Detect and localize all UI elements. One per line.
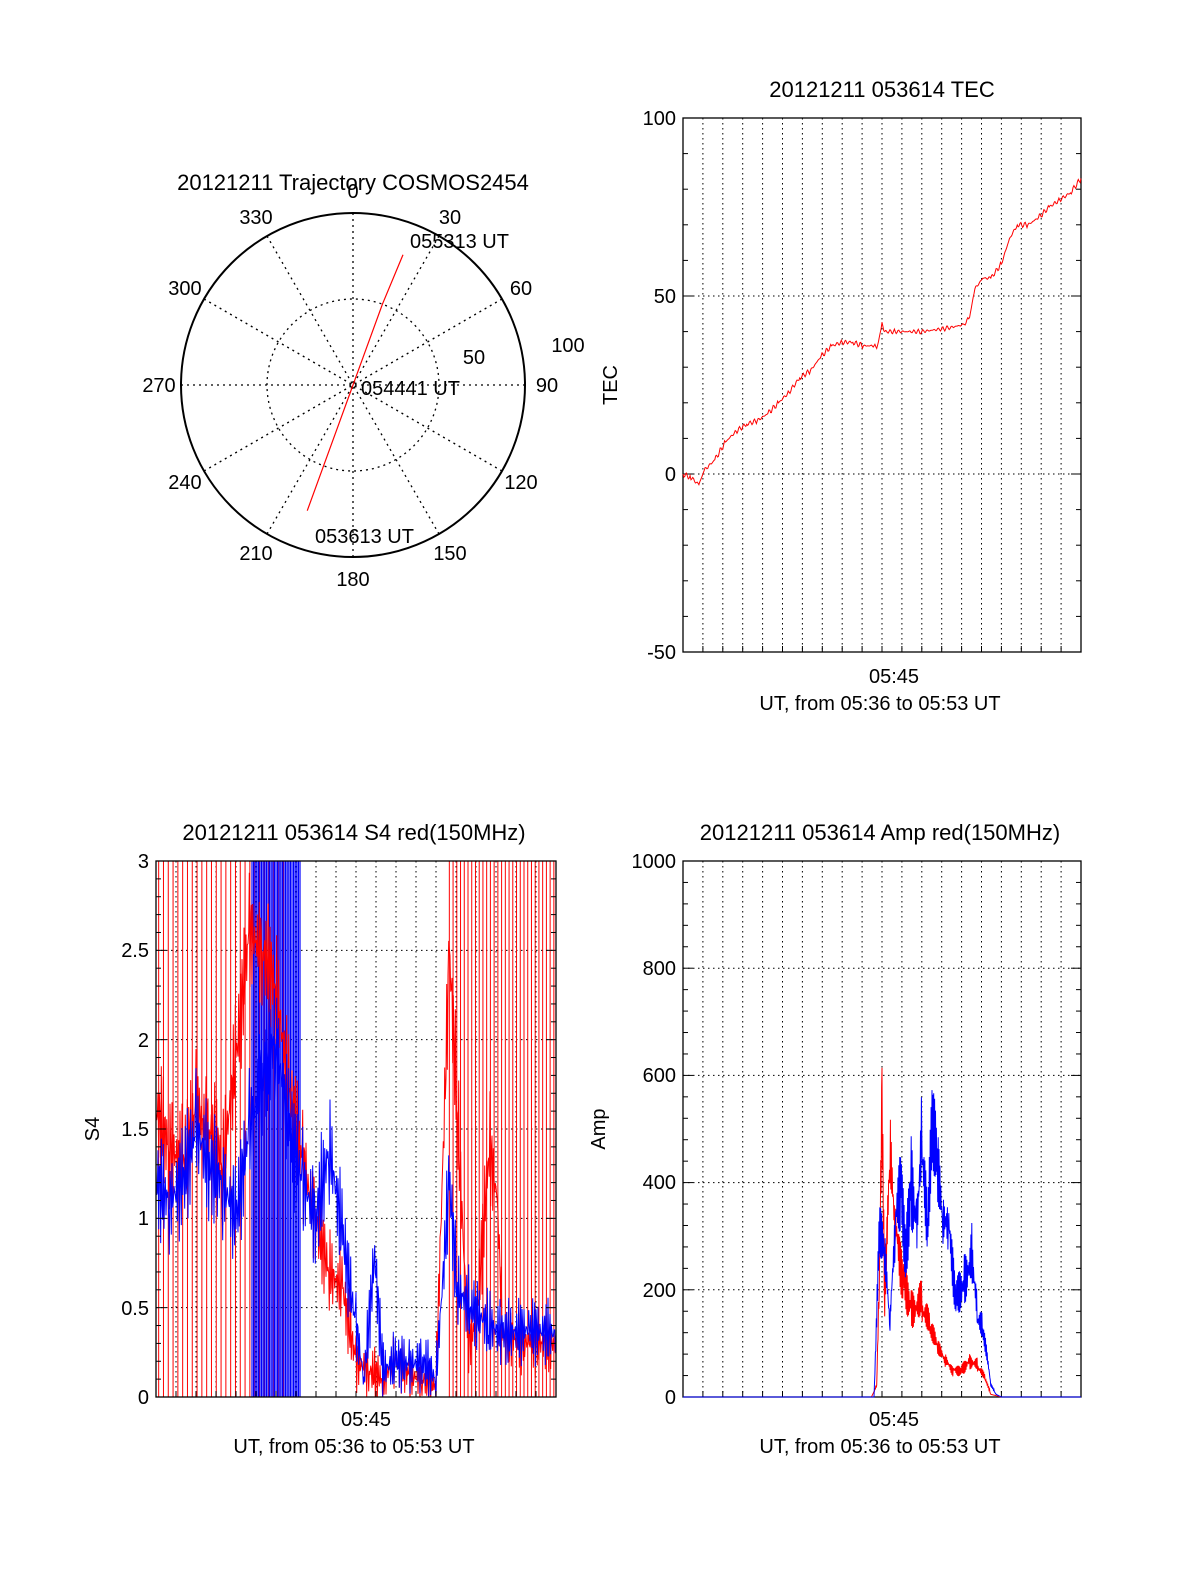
polar-angle-label-60: 60: [510, 278, 532, 300]
s4-ticks: [156, 860, 556, 1398]
s4-ytick-1.5: 1.5: [121, 1119, 149, 1141]
polar-angle-label-300: 300: [168, 278, 201, 300]
polar-angle-label-180: 180: [336, 569, 369, 591]
polar-chart: 20121211 Trajectory COSMOS2454 0 30 60 90 12…: [142, 170, 584, 591]
s4-xtick-label: 05:45: [341, 1409, 391, 1431]
polar-radius-label-50: 50: [463, 347, 485, 369]
tec-grid: [683, 118, 1081, 652]
polar-title: 20121211 Trajectory COSMOS2454: [177, 170, 529, 195]
trajectory-end-label: 055313 UT: [410, 231, 509, 253]
s4-series-1: [156, 997, 556, 1397]
polar-angle-label-270: 270: [142, 375, 175, 397]
amp-ytick-400: 400: [643, 1172, 676, 1194]
tec-ytick-neg50: -50: [647, 642, 676, 664]
tec-ytick-100: 100: [643, 108, 676, 130]
amp-series: [683, 1067, 1081, 1398]
trajectory-line: [306, 254, 404, 511]
trajectory-middle-label: 054441 UT: [361, 378, 460, 400]
s4-title: 20121211 053614 S4 red(150MHz): [182, 820, 525, 845]
amp-xtick-label: 05:45: [869, 1409, 919, 1431]
s4-xlabel: UT, from 05:36 to 05:53 UT: [233, 1436, 474, 1458]
amp-ytick-800: 800: [643, 958, 676, 980]
polar-angle-label-120: 120: [504, 472, 537, 494]
s4-series: [156, 861, 556, 1397]
tec-ytick-0: 0: [665, 464, 676, 486]
polar-angle-label-0: 0: [347, 181, 358, 203]
polar-angle-label-210: 210: [239, 543, 272, 565]
tec-xlabel: UT, from 05:36 to 05:53 UT: [759, 693, 1000, 715]
polar-angle-label-90: 90: [536, 375, 558, 397]
amp-grid: [683, 861, 1081, 1397]
s4-ylabel: S4: [82, 1117, 104, 1141]
s4-ytick-2: 2: [138, 1030, 149, 1052]
polar-angle-label-30: 30: [439, 207, 461, 229]
amp-series-1: [683, 1090, 1081, 1398]
tec-ticks: [683, 117, 1081, 653]
polar-angle-label-330: 330: [239, 207, 272, 229]
tec-chart: 20121211 053614 TEC 100 50 0 -50 05:45 U…: [600, 77, 1082, 715]
polar-angle-label-240: 240: [168, 472, 201, 494]
amp-ytick-200: 200: [643, 1280, 676, 1302]
polar-angle-labels: 0 30 60 90 120 150 180 210 240 270 300 330: [142, 181, 558, 591]
amp-ytick-0: 0: [665, 1387, 676, 1409]
trajectory-start-label: 053613 UT: [315, 526, 414, 548]
s4-chart: 20121211 053614 S4 red(150MHz) 3 2.5 2 1…: [82, 820, 557, 1458]
s4-ytick-0.5: 0.5: [121, 1298, 149, 1320]
tec-ylabel: TEC: [600, 365, 622, 405]
amp-ytick-600: 600: [643, 1065, 676, 1087]
amp-chart: 20121211 053614 Amp red(150MHz) 1000 800…: [588, 820, 1082, 1458]
amp-ytick-1000: 1000: [632, 851, 677, 873]
amp-xlabel: UT, from 05:36 to 05:53 UT: [759, 1436, 1000, 1458]
s4-ytick-3: 3: [138, 851, 149, 873]
s4-ytick-0: 0: [138, 1387, 149, 1409]
tec-series-0: [682, 178, 1082, 486]
tec-series: [682, 178, 1082, 486]
tec-ytick-50: 50: [654, 286, 676, 308]
amp-ylabel: Amp: [588, 1108, 610, 1149]
polar-radius-label-100: 100: [551, 335, 584, 357]
polar-outer-ring: [180, 212, 526, 558]
tec-xtick-label: 05:45: [869, 666, 919, 688]
amp-title: 20121211 053614 Amp red(150MHz): [700, 820, 1060, 845]
polar-angle-label-150: 150: [433, 543, 466, 565]
tec-title: 20121211 053614 TEC: [769, 77, 995, 102]
s4-ytick-2.5: 2.5: [121, 940, 149, 962]
s4-ytick-1: 1: [138, 1208, 149, 1230]
